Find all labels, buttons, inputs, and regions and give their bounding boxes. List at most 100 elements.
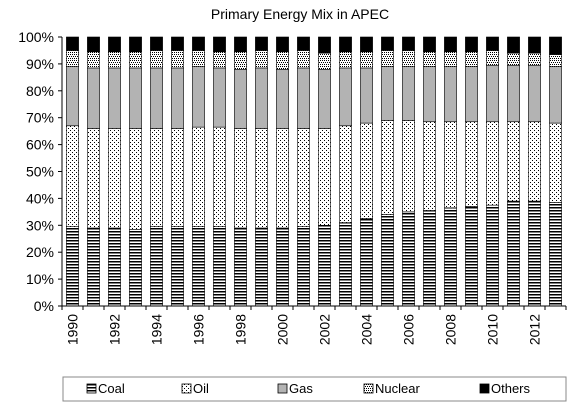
legend-box bbox=[62, 376, 567, 402]
bar-segment-oil-1992 bbox=[108, 128, 121, 229]
bar-segment-coal-1990 bbox=[66, 226, 79, 307]
legend: Coal Oil Gas Nuclear Others bbox=[62, 376, 567, 402]
bar-segment-others-2011 bbox=[507, 36, 520, 54]
bar-segment-gas-2001 bbox=[297, 67, 310, 129]
bar-segment-oil-2012 bbox=[528, 121, 541, 202]
bar-segment-oil-2003 bbox=[339, 125, 352, 223]
bar-segment-others-2004 bbox=[360, 36, 373, 53]
bar-segment-nuclear-2005 bbox=[381, 50, 394, 67]
bar-segment-gas-1997 bbox=[213, 67, 226, 128]
bar-segment-others-2000 bbox=[276, 36, 289, 53]
bar-segment-nuclear-1994 bbox=[150, 50, 163, 69]
legend-swatch-oil bbox=[181, 383, 192, 394]
legend-label-oil: Oil bbox=[193, 381, 209, 396]
bar-segment-gas-2013 bbox=[549, 66, 562, 124]
bar-segment-gas-2011 bbox=[507, 64, 520, 123]
bar-segment-others-1996 bbox=[192, 36, 205, 51]
bar-segment-coal-2009 bbox=[465, 206, 478, 307]
bar-segment-oil-2005 bbox=[381, 120, 394, 215]
bar-segment-others-1994 bbox=[150, 36, 163, 51]
bar-segment-others-2010 bbox=[486, 36, 499, 51]
bar-segment-oil-1990 bbox=[66, 125, 79, 227]
bar-segment-nuclear-2010 bbox=[486, 50, 499, 66]
bar-segment-oil-1994 bbox=[150, 128, 163, 227]
bar-segment-gas-2012 bbox=[528, 64, 541, 123]
bar-segment-oil-1996 bbox=[192, 126, 205, 227]
bar-segment-coal-2012 bbox=[528, 200, 541, 307]
bar-segment-oil-2004 bbox=[360, 122, 373, 219]
bar-segment-oil-2006 bbox=[402, 120, 415, 213]
y-tick-label: 70% bbox=[26, 110, 54, 126]
bar-segment-others-1993 bbox=[129, 36, 142, 53]
bar-segment-gas-2009 bbox=[465, 66, 478, 123]
x-tick-label: 1992 bbox=[107, 314, 123, 345]
bar-segment-others-1998 bbox=[234, 36, 247, 53]
legend-label-others: Others bbox=[491, 381, 531, 396]
x-tick-label: 2008 bbox=[443, 314, 459, 345]
bar-segment-gas-2010 bbox=[486, 64, 499, 123]
bar-segment-oil-2010 bbox=[486, 121, 499, 206]
y-tick-label: 30% bbox=[26, 217, 54, 233]
y-tick-label: 60% bbox=[26, 137, 54, 153]
bar-segment-nuclear-2009 bbox=[465, 51, 478, 67]
bar-segment-others-2007 bbox=[423, 36, 436, 53]
legend-label-gas: Gas bbox=[289, 381, 313, 396]
bar-segment-coal-1992 bbox=[108, 227, 121, 307]
bar-segment-others-2012 bbox=[528, 36, 541, 54]
bar-segment-oil-2011 bbox=[507, 121, 520, 202]
bar-segment-gas-1995 bbox=[171, 67, 184, 129]
bar-segment-nuclear-1996 bbox=[192, 50, 205, 67]
bar-segment-others-1999 bbox=[255, 36, 268, 51]
bar-segment-others-1997 bbox=[213, 36, 226, 53]
bar-segment-coal-2006 bbox=[402, 211, 415, 307]
bar-segment-oil-1997 bbox=[213, 126, 226, 227]
bar-segment-gas-2004 bbox=[360, 67, 373, 124]
y-tick-label: 90% bbox=[26, 56, 54, 72]
bar-segment-others-1991 bbox=[87, 36, 100, 53]
legend-swatch-coal bbox=[86, 383, 97, 394]
x-tick-label: 1996 bbox=[191, 314, 207, 345]
y-tick-label: 0% bbox=[34, 298, 54, 314]
bar-segment-nuclear-2001 bbox=[297, 50, 310, 69]
legend-swatch-gas bbox=[277, 383, 288, 394]
bar-segment-gas-2005 bbox=[381, 66, 394, 121]
bar-segment-coal-2010 bbox=[486, 204, 499, 307]
bar-segment-others-2009 bbox=[465, 36, 478, 53]
bar-segment-others-2001 bbox=[297, 36, 310, 51]
bar-segment-gas-2006 bbox=[402, 66, 415, 121]
bar-segment-others-2006 bbox=[402, 36, 415, 51]
bar-segment-coal-1997 bbox=[213, 226, 226, 307]
bar-segment-nuclear-1991 bbox=[87, 51, 100, 69]
bar-segment-others-1995 bbox=[171, 36, 184, 51]
x-tick-label: 1998 bbox=[233, 314, 249, 345]
bar-segment-coal-2004 bbox=[360, 218, 373, 307]
bar-segment-others-1992 bbox=[108, 36, 121, 53]
bar-segment-nuclear-2007 bbox=[423, 51, 436, 67]
bar-segment-oil-2008 bbox=[444, 121, 457, 209]
legend-swatch-others bbox=[479, 383, 490, 394]
legend-swatch-nuclear bbox=[363, 383, 374, 394]
bar-segment-nuclear-2003 bbox=[339, 51, 352, 69]
bar-segment-coal-1998 bbox=[234, 227, 247, 307]
bar-segment-coal-2011 bbox=[507, 200, 520, 307]
bar-segment-gas-2002 bbox=[318, 68, 331, 129]
bar-segment-oil-2007 bbox=[423, 121, 436, 211]
bar-segment-oil-2009 bbox=[465, 121, 478, 207]
bar-segment-others-2005 bbox=[381, 36, 394, 51]
bar-segment-nuclear-2011 bbox=[507, 52, 520, 66]
bar-segment-coal-2001 bbox=[297, 226, 310, 307]
legend-label-nuclear: Nuclear bbox=[375, 381, 420, 396]
y-tick-label: 40% bbox=[26, 190, 54, 206]
bar-segment-oil-2001 bbox=[297, 128, 310, 227]
y-tick-label: 80% bbox=[26, 83, 54, 99]
bar-segment-coal-1994 bbox=[150, 226, 163, 307]
bar-segment-gas-1991 bbox=[87, 67, 100, 129]
bar-segment-gas-2000 bbox=[276, 68, 289, 129]
bar-segment-gas-1999 bbox=[255, 67, 268, 129]
bar-segment-oil-2013 bbox=[549, 122, 562, 203]
bar-segment-oil-1995 bbox=[171, 128, 184, 227]
bar-segment-gas-2003 bbox=[339, 67, 352, 127]
bar-segment-nuclear-1995 bbox=[171, 50, 184, 69]
bar-segment-others-2013 bbox=[549, 36, 562, 55]
